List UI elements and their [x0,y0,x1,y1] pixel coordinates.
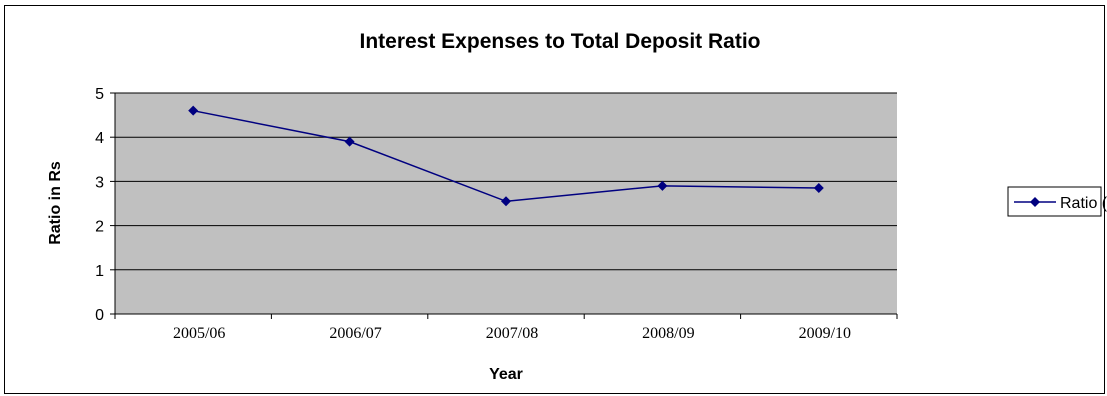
y-tick-label: 4 [95,130,104,147]
x-axis-title: Year [489,366,523,383]
series-group [188,105,824,207]
x-tick-label: 2006/07 [329,325,381,342]
gridlines [115,92,897,271]
y-tick-label: 2 [95,219,104,236]
y-axis: 0 1 2 3 4 5 [95,86,116,324]
data-point-marker [344,136,355,147]
y-tick-label: 0 [95,307,104,324]
data-point-marker [657,180,668,191]
chart-title: Interest Expenses to Total Deposit Ratio [359,30,760,53]
data-point-marker [188,105,199,116]
legend-marker-diamond [1030,197,1040,207]
data-point-marker [813,183,824,194]
y-tick-label: 5 [95,86,104,103]
x-tick-label: 2008/09 [642,325,694,342]
y-axis-title: Ratio in Rs [47,161,64,245]
y-tick-label: 3 [95,174,104,191]
x-tick-label: 2007/08 [486,325,538,342]
x-tick-label: 2009/10 [799,325,851,342]
data-point-marker [501,196,511,207]
x-axis: 2005/06 2006/07 2007/08 2008/09 2009/10 [114,313,898,342]
y-tick-label: 1 [95,263,104,280]
x-tick-label: 2005/06 [173,325,225,342]
legend: Ratio (%) [1007,186,1107,217]
legend-label: Ratio (%) [1060,195,1107,212]
